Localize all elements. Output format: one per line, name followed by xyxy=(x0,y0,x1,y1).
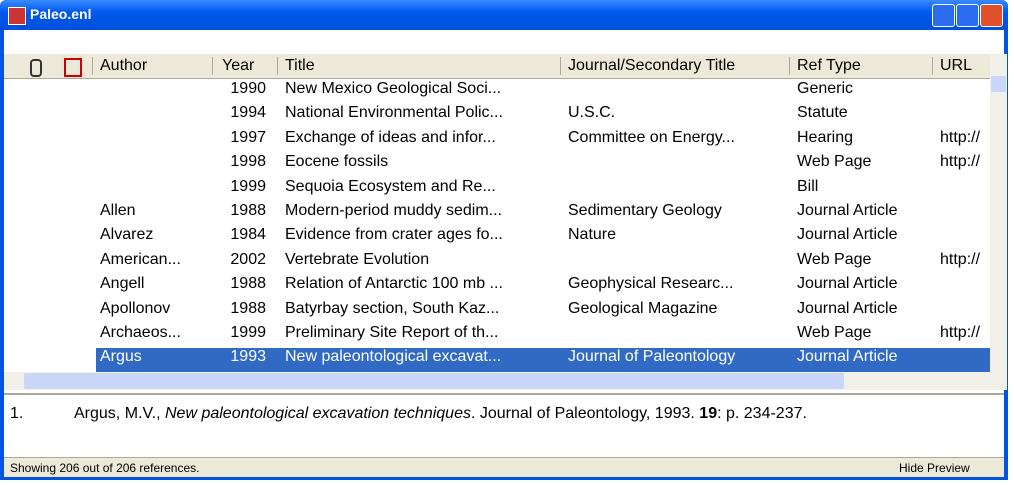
table-cell: Journal Article xyxy=(797,275,898,293)
table-cell: 1999 xyxy=(214,178,266,196)
table-cell: 1999 xyxy=(214,324,266,342)
table-cell: New paleontological excavat... xyxy=(285,348,501,366)
preview-number: 1. xyxy=(10,405,23,423)
table-cell: http:// xyxy=(940,129,980,147)
table-cell: Committee on Energy... xyxy=(568,129,735,147)
column-title[interactable]: Year xyxy=(222,57,254,75)
preview-pane: 1. Argus, M.V., New paleontological exca… xyxy=(4,393,1004,457)
maximize-button[interactable] xyxy=(956,4,979,27)
table-cell: Sequoia Ecosystem and Re... xyxy=(285,178,496,196)
table-cell: 1988 xyxy=(214,275,266,293)
table-cell: 1984 xyxy=(214,226,266,244)
table-cell: http:// xyxy=(940,153,980,171)
column-title[interactable]: Journal/Secondary Title xyxy=(568,57,735,75)
column-separator xyxy=(560,57,561,75)
table-cell: Web Page xyxy=(797,251,871,269)
table-cell: Modern-period muddy sedim... xyxy=(285,202,502,220)
minimize-button[interactable] xyxy=(932,4,955,27)
table-cell: Batyrbay section, South Kaz... xyxy=(285,300,499,318)
table-cell: Vertebrate Evolution xyxy=(285,251,429,269)
client-area: Author Year Title Journal/Secondary Title Re… xyxy=(4,30,1004,476)
column-title[interactable]: Ref Type xyxy=(797,57,861,75)
table-cell: 1988 xyxy=(214,300,266,318)
citation-title: New paleontological excavation technique… xyxy=(165,405,471,422)
citation-source: . Journal of Paleontology, 1993. xyxy=(471,405,699,422)
attachment-icon xyxy=(30,59,42,77)
table-cell: Journal Article xyxy=(797,202,898,220)
column-separator xyxy=(212,57,213,75)
column-title[interactable]: Title xyxy=(285,57,315,75)
table-cell: 1990 xyxy=(214,80,266,98)
table-cell: National Environmental Polic... xyxy=(285,104,503,122)
column-separator xyxy=(277,57,278,75)
table-cell: 1993 xyxy=(214,348,266,366)
table-cell: 2002 xyxy=(214,251,266,269)
table-cell: Geophysical Researc... xyxy=(568,275,733,293)
horizontal-scrollbar[interactable] xyxy=(4,372,1007,390)
table-cell: Angell xyxy=(100,275,144,293)
table-cell: http:// xyxy=(940,251,980,269)
table-cell: Evidence from crater ages fo... xyxy=(285,226,503,244)
table-cell: 1988 xyxy=(214,202,266,220)
table-cell: Journal Article xyxy=(797,348,898,366)
table-cell: Journal Article xyxy=(797,226,898,244)
title-bar: Paleo.enl xyxy=(0,0,1008,30)
table-cell: Nature xyxy=(568,226,616,244)
table-cell: U.S.C. xyxy=(568,104,615,122)
column-separator xyxy=(789,57,790,75)
citation: Argus, M.V., New paleontological excavat… xyxy=(74,405,807,423)
table-cell: Hearing xyxy=(797,129,853,147)
hide-preview-button[interactable]: Hide Preview xyxy=(899,461,970,475)
table-cell: New Mexico Geological Soci... xyxy=(285,80,501,98)
table-cell: http:// xyxy=(940,324,980,342)
pdf-icon xyxy=(64,58,82,77)
column-title[interactable]: URL xyxy=(940,57,972,75)
table-cell: Eocene fossils xyxy=(285,153,388,171)
table-cell: Relation of Antarctic 100 mb ... xyxy=(285,275,503,293)
table-cell: Journal Article xyxy=(797,300,898,318)
table-cell: Web Page xyxy=(797,153,871,171)
vertical-scrollbar[interactable] xyxy=(990,54,1007,372)
status-text: Showing 206 out of 206 references. xyxy=(10,461,199,475)
scroll-thumb[interactable] xyxy=(991,76,1006,92)
table-cell: Argus xyxy=(100,348,142,366)
column-header: Author Year Title Journal/Secondary Title Re… xyxy=(4,54,990,79)
table-cell: Web Page xyxy=(797,324,871,342)
table-cell: American... xyxy=(100,251,181,269)
table-cell: 1997 xyxy=(214,129,266,147)
window: Paleo.enl Author Year Title Journal/Seconda… xyxy=(0,0,1008,480)
table-cell: Apollonov xyxy=(100,300,170,318)
column-separator xyxy=(92,57,93,75)
table-cell: 1998 xyxy=(214,153,266,171)
status-bar: Showing 206 out of 206 references. Hide … xyxy=(4,457,1004,477)
table-cell: Preliminary Site Report of th... xyxy=(285,324,498,342)
table-cell: Sedimentary Geology xyxy=(568,202,722,220)
table-cell: Archaeos... xyxy=(100,324,181,342)
table-cell: Bill xyxy=(797,178,818,196)
window-title: Paleo.enl xyxy=(30,6,91,22)
citation-authors: Argus, M.V., xyxy=(74,405,165,422)
column-title[interactable]: Author xyxy=(100,57,147,75)
table-cell: 1994 xyxy=(214,104,266,122)
app-icon xyxy=(8,7,26,25)
table-cell: Statute xyxy=(797,104,848,122)
table-cell: Exchange of ideas and infor... xyxy=(285,129,496,147)
table-cell: Allen xyxy=(100,202,136,220)
scroll-thumb[interactable] xyxy=(24,373,844,389)
citation-volume: 19 xyxy=(699,405,717,422)
table-cell: Journal of Paleontology xyxy=(568,348,735,366)
column-separator xyxy=(932,57,933,75)
table-cell: Alvarez xyxy=(100,226,153,244)
table-cell: Generic xyxy=(797,80,853,98)
citation-pages: : p. 234-237. xyxy=(717,405,807,422)
table-cell: Geological Magazine xyxy=(568,300,717,318)
close-button[interactable] xyxy=(980,4,1003,27)
